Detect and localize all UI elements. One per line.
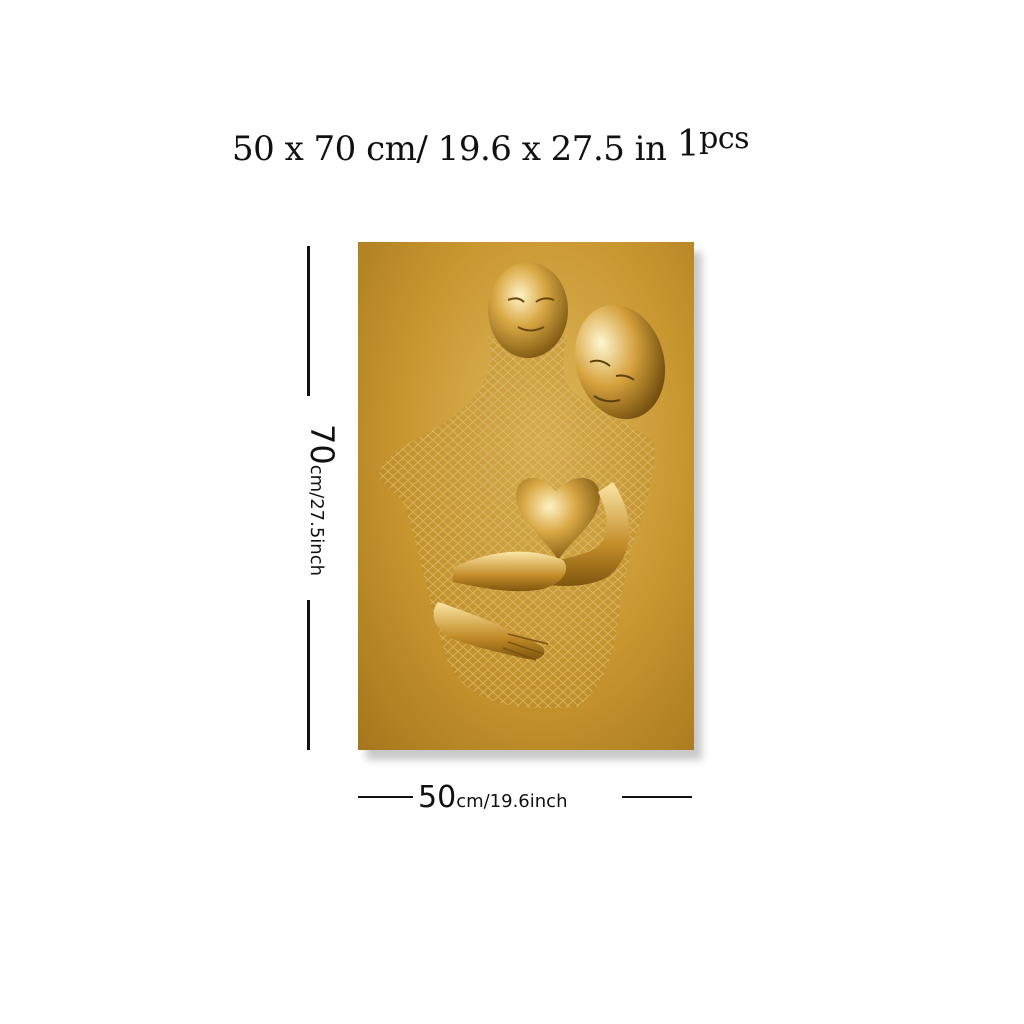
height-dim-line-bottom xyxy=(307,600,310,750)
piece-count: 1 xyxy=(676,124,700,165)
artwork-image xyxy=(358,242,694,750)
embracing-figures-sculpture xyxy=(378,262,666,709)
canvas-print xyxy=(358,242,702,760)
size-cm-text: 50 x 70 cm/ xyxy=(232,129,428,169)
width-dim-label: 50cm/19.6inch xyxy=(418,780,567,815)
height-value: 70 xyxy=(303,423,341,465)
size-headline: 50 x 70 cm/ 19.6 x 27.5 in 1pcs xyxy=(232,121,812,169)
right-arm xyxy=(508,482,630,587)
width-unit: cm/19.6inch xyxy=(456,791,568,812)
height-dim-line-top xyxy=(307,246,310,396)
height-unit: cm/27.5inch xyxy=(306,464,327,577)
width-value: 50 xyxy=(418,780,457,815)
width-dim-line-right xyxy=(622,796,692,798)
piece-unit: pcs xyxy=(699,121,750,156)
height-dim-label: 70cm/27.5inch xyxy=(303,424,341,576)
left-head xyxy=(488,262,568,358)
size-in-text: 19.6 x 27.5 in xyxy=(427,129,677,169)
right-head xyxy=(574,304,666,420)
center-hand xyxy=(453,551,567,592)
width-dim-line-left xyxy=(358,796,413,798)
heart-shape xyxy=(516,477,600,560)
